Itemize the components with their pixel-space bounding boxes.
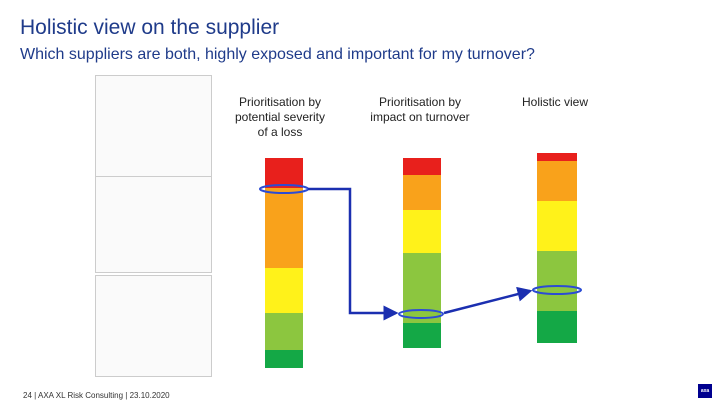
axa-logo-icon: axa <box>698 384 712 398</box>
holistic-red-band <box>537 153 577 161</box>
turnover-green-band <box>403 323 441 348</box>
severity-yellow-band <box>265 268 303 313</box>
holistic-highlight-ellipse <box>532 285 582 295</box>
holistic-ranking-column <box>537 153 577 343</box>
holistic-yellow-band <box>537 201 577 251</box>
column-header-turnover: Prioritisation by impact on turnover <box>370 95 470 124</box>
turnover-highlight-ellipse <box>398 309 444 319</box>
column-header-severity: Prioritisation by potential severity of … <box>234 95 326 139</box>
scatter-plot-3 <box>95 275 212 377</box>
severity-red-band <box>265 158 303 188</box>
holistic-orange-band <box>537 161 577 201</box>
slide-footer: 24 | AXA XL Risk Consulting | 23.10.2020 <box>23 391 170 400</box>
scatter-plot-2 <box>95 176 212 273</box>
severity-light-green-band <box>265 313 303 350</box>
holistic-green-band <box>537 311 577 343</box>
turnover-red-band <box>403 158 441 175</box>
severity-highlight-ellipse <box>259 184 309 194</box>
severity-orange-band-2 <box>265 208 303 268</box>
scatter-plot-1 <box>95 75 212 177</box>
holistic-light-green-band <box>537 251 577 311</box>
slide-subtitle: Which suppliers are both, highly exposed… <box>20 46 535 63</box>
turnover-orange-band <box>403 175 441 210</box>
slide-title: Holistic view on the supplier <box>20 16 280 39</box>
column-header-holistic: Holistic view <box>521 95 588 109</box>
severity-green-band <box>265 350 303 368</box>
arrow-severity-to-turnover <box>308 187 399 321</box>
turnover-yellow-band <box>403 210 441 253</box>
arrow-turnover-to-holistic <box>443 286 533 315</box>
